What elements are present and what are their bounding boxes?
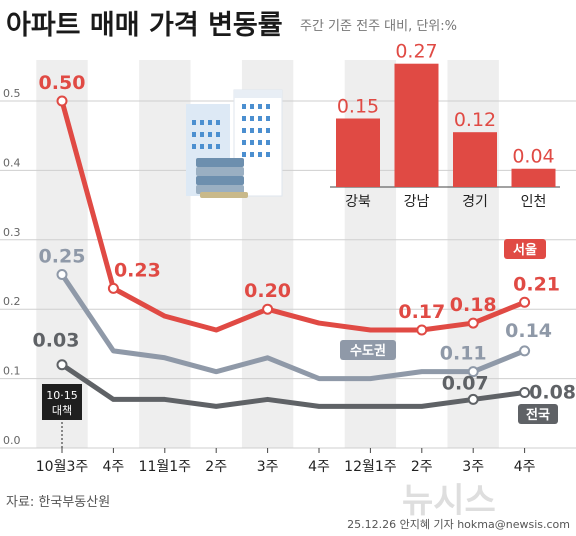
apartment-building-icon	[186, 89, 283, 198]
series-name-label: 수도권	[350, 344, 386, 359]
data-label: 0.21	[513, 273, 560, 295]
data-point-marker	[519, 345, 531, 357]
data-point-marker	[56, 269, 68, 280]
series-line-2	[59, 272, 528, 382]
bar-category-label: 강남	[404, 194, 430, 210]
column-band	[36, 60, 88, 448]
series-line-1	[59, 98, 528, 333]
column-band	[447, 60, 499, 448]
chart-subtitle: 주간 기준 전주 대비, 단위:%	[300, 19, 457, 34]
data-label: 0.11	[440, 343, 487, 365]
bar-category-label: 경기	[462, 194, 488, 210]
data-point-marker	[467, 393, 479, 405]
x-tick-label: 4주	[514, 459, 536, 475]
y-tick-label: 0.4	[3, 156, 21, 169]
y-tick-label: 0.5	[3, 87, 21, 100]
series-name-label: 서울	[513, 242, 537, 258]
column-band	[344, 60, 397, 448]
data-point-marker	[56, 359, 68, 371]
bar-value-label: 0.04	[512, 146, 554, 168]
data-label: 0.08	[529, 381, 576, 403]
bar-value-label: 0.27	[395, 41, 437, 63]
bar-value-label: 0.15	[337, 96, 379, 118]
x-tick-label: 10월3주	[36, 459, 89, 475]
series-name-tag	[518, 404, 558, 424]
data-label: 0.07	[442, 372, 489, 394]
data-point-marker	[416, 324, 428, 336]
bar-value-label: 0.12	[454, 109, 496, 131]
x-tick-label: 2주	[205, 459, 227, 475]
series-line-3	[59, 362, 528, 409]
annotation-box	[42, 384, 82, 420]
bar	[394, 63, 439, 188]
data-label: 0.03	[33, 330, 80, 352]
data-label: 0.25	[39, 246, 86, 268]
policy-annotation: 10·15 대책	[42, 384, 82, 448]
credit-line: 25.12.26 안지혜 기자 hokma@newsis.com	[347, 518, 570, 531]
watermark-logo: 뉴시스	[402, 481, 496, 521]
line-series: 0.50 0.23 0.20 0.17 0.18 0.21 서울 0.25 0.11 0.14 수도…	[33, 72, 576, 424]
y-tick-labels: 0.0 0.1 0.2 0.3 0.4 0.5	[3, 87, 21, 447]
data-point-marker	[467, 317, 479, 329]
data-point-marker	[56, 95, 68, 107]
x-tick-labels: 10월3주 4주 11월1주 2주 3주 4주 12월1주 2주 3주 4주	[36, 459, 536, 475]
x-tick-label: 12월1주	[344, 459, 397, 475]
series-name-label: 전국	[526, 407, 550, 423]
x-tick-label: 3주	[462, 459, 484, 475]
chart-title: 아파트 매매 가격 변동률	[6, 10, 283, 41]
data-label: 0.14	[505, 320, 552, 342]
annotation-label-line2: 대책	[52, 404, 72, 417]
source-note: 자료: 한국부동산원	[6, 495, 110, 510]
data-point-marker	[107, 282, 119, 294]
y-tick-label: 0.3	[3, 226, 21, 239]
bar	[336, 118, 380, 187]
bar	[453, 132, 497, 187]
bar-category-label: 강북	[345, 194, 371, 210]
series-name-tag	[504, 239, 546, 259]
x-tick-label: 2주	[411, 459, 433, 475]
data-point-marker	[519, 296, 531, 308]
x-tick-label: 3주	[257, 459, 279, 475]
y-tick-label: 0.1	[3, 365, 21, 378]
y-tick-label: 0.2	[3, 295, 21, 308]
data-label: 0.50	[39, 72, 86, 94]
bar-chart-inset: 0.15 강북 0.27 강남 0.12 경기 0.04 인천	[330, 41, 560, 210]
bar	[511, 168, 556, 187]
y-tick-label: 0.0	[3, 434, 21, 447]
x-tick-label: 11월1주	[139, 459, 192, 475]
column-band	[139, 60, 191, 448]
x-tick-label: 4주	[308, 459, 330, 475]
gridlines	[0, 100, 576, 453]
data-label: 0.20	[244, 280, 291, 302]
bar-category-label: 인천	[521, 194, 547, 210]
x-tick-label: 4주	[103, 459, 125, 475]
data-label: 0.18	[450, 294, 497, 316]
data-point-marker	[467, 366, 479, 378]
annotation-label-line1: 10·15	[46, 389, 78, 402]
data-point-marker	[519, 386, 531, 398]
data-label: 0.23	[114, 259, 161, 281]
data-point-marker	[262, 303, 274, 315]
series-name-tag	[340, 340, 396, 360]
data-label: 0.17	[398, 301, 445, 323]
